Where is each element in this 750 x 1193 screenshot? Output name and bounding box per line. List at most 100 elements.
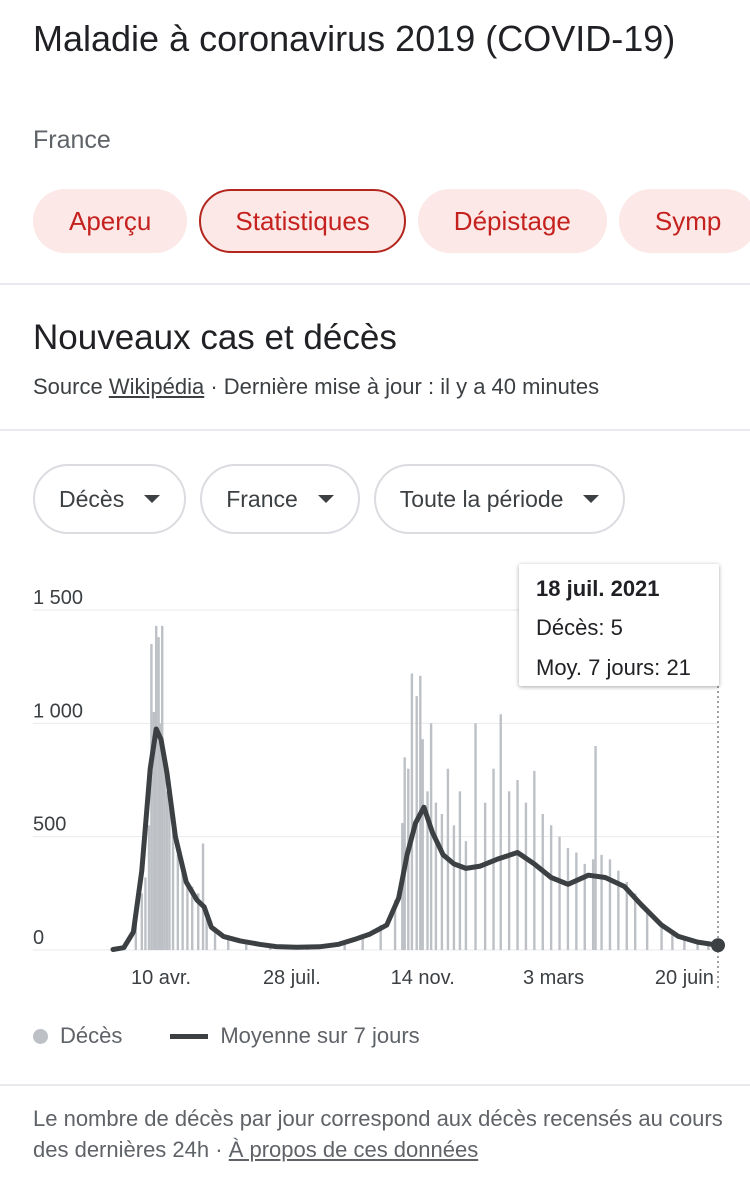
death-bar [600, 854, 603, 950]
death-bar [140, 893, 144, 950]
death-bar [507, 791, 511, 950]
death-bar [205, 916, 208, 950]
death-bar [152, 712, 156, 950]
y-tick-label: 1 000 [33, 700, 83, 722]
death-bar [608, 859, 612, 950]
death-bar [645, 911, 649, 950]
y-tick-label: 500 [33, 814, 66, 836]
death-bar [361, 934, 364, 950]
death-bar [158, 723, 162, 950]
death-bar [483, 802, 487, 950]
death-bar [213, 927, 217, 950]
death-bar [201, 843, 205, 950]
section-title: Nouveaux cas et décès [33, 318, 397, 357]
source-prefix: Source [33, 374, 103, 399]
death-bar [434, 802, 438, 950]
death-bar [343, 942, 346, 950]
tab-statistics[interactable]: Statistiques [199, 189, 406, 253]
death-bar [583, 863, 586, 950]
x-tick-label: 20 juin [655, 967, 714, 989]
filter-bar: Décès France Toute la période [33, 464, 639, 534]
tab-bar: Aperçu Statistiques Dépistage Symp [33, 189, 750, 253]
death-bar [168, 780, 171, 950]
death-bar [464, 841, 468, 950]
death-bar [403, 757, 406, 950]
legend-bars-swatch [33, 1028, 48, 1044]
chart-legend: Décès Moyenne sur 7 jours [33, 1022, 420, 1052]
death-bar [134, 925, 138, 950]
footer-separator: · [215, 1137, 223, 1162]
death-bar [440, 814, 444, 950]
death-bar [379, 925, 382, 950]
death-bar [197, 893, 200, 950]
caret-down-icon [144, 495, 161, 503]
death-bar [660, 922, 663, 950]
death-bar [147, 825, 151, 950]
source-line: Source Wikipédia · Dernière mise à jour … [33, 374, 599, 400]
footer-text: Le nombre de décès par jour correspond a… [33, 1106, 723, 1162]
death-bar [516, 780, 519, 950]
region-dropdown[interactable]: France [200, 464, 360, 534]
death-bar [245, 940, 248, 950]
death-bar [150, 644, 153, 950]
death-bar [617, 870, 620, 950]
death-bar [393, 900, 397, 950]
death-bar [696, 943, 699, 950]
x-tick-label: 28 juil. [263, 967, 321, 989]
metric-dropdown-label: Décès [59, 485, 125, 512]
death-bar [157, 637, 160, 950]
tab-overview[interactable]: Aperçu [33, 189, 188, 253]
death-bar [458, 791, 462, 950]
tab-testing[interactable]: Dépistage [417, 189, 607, 253]
tooltip-date: 18 juil. 2021 [536, 576, 660, 601]
death-bar [155, 625, 158, 950]
tooltip-average-label: Moy. 7 jours: [536, 655, 661, 680]
death-bar [591, 859, 595, 950]
death-bar [671, 931, 674, 950]
region-dropdown-label: France [226, 485, 298, 512]
legend-bars-label: Décès [60, 1023, 123, 1049]
y-tick-label: 1 500 [33, 587, 83, 609]
deaths-chart[interactable]: 0 500 1 000 1 500 10 avr. 28 juil. 14 nov. 3 ma… [0, 560, 750, 1000]
tooltip-average: Moy. 7 jours: 21 [536, 648, 719, 688]
death-bar [625, 882, 628, 950]
death-bar [176, 854, 180, 950]
death-bar [161, 625, 164, 950]
death-bar [594, 746, 597, 950]
death-bar [165, 791, 169, 950]
period-dropdown-label: Toute la période [399, 485, 564, 512]
divider [0, 1084, 750, 1086]
tooltip-deaths-label: Décès: [536, 615, 605, 640]
about-data-link[interactable]: À propos de ces données [228, 1137, 479, 1162]
footer-note: Le nombre de décès par jour correspond a… [33, 1103, 723, 1165]
death-bar [191, 886, 194, 950]
death-bar [499, 714, 502, 950]
page-title: Maladie à coronavirus 2019 (COVID-19) [33, 18, 676, 59]
period-dropdown[interactable]: Toute la période [373, 464, 626, 534]
metric-dropdown[interactable]: Décès [33, 464, 187, 534]
source-link[interactable]: Wikipédia [108, 374, 205, 399]
death-bar [533, 770, 536, 950]
death-bar [186, 882, 189, 950]
x-tick-label: 3 mars [523, 967, 584, 989]
tab-symptoms[interactable]: Symp [618, 189, 750, 253]
death-bar [633, 893, 637, 950]
caret-down-icon [317, 495, 334, 503]
last-updated: · Dernière mise à jour : il y a 40 minut… [210, 374, 600, 399]
hover-point [711, 938, 725, 953]
tooltip-average-value: 21 [666, 655, 691, 680]
tooltip-deaths: Décès: 5 [536, 608, 719, 648]
death-bar [227, 936, 230, 950]
death-bar [566, 848, 570, 950]
death-bar [144, 877, 147, 950]
death-bar [452, 825, 456, 950]
tooltip-deaths-value: 5 [610, 615, 623, 640]
death-bar [549, 825, 553, 950]
region-subtitle: France [33, 126, 111, 154]
seven-day-average-line [110, 726, 721, 952]
death-bar [683, 938, 686, 950]
death-bar [541, 814, 544, 950]
death-bar [524, 802, 528, 950]
death-bar [426, 791, 429, 950]
y-tick-label: 0 [33, 927, 44, 949]
